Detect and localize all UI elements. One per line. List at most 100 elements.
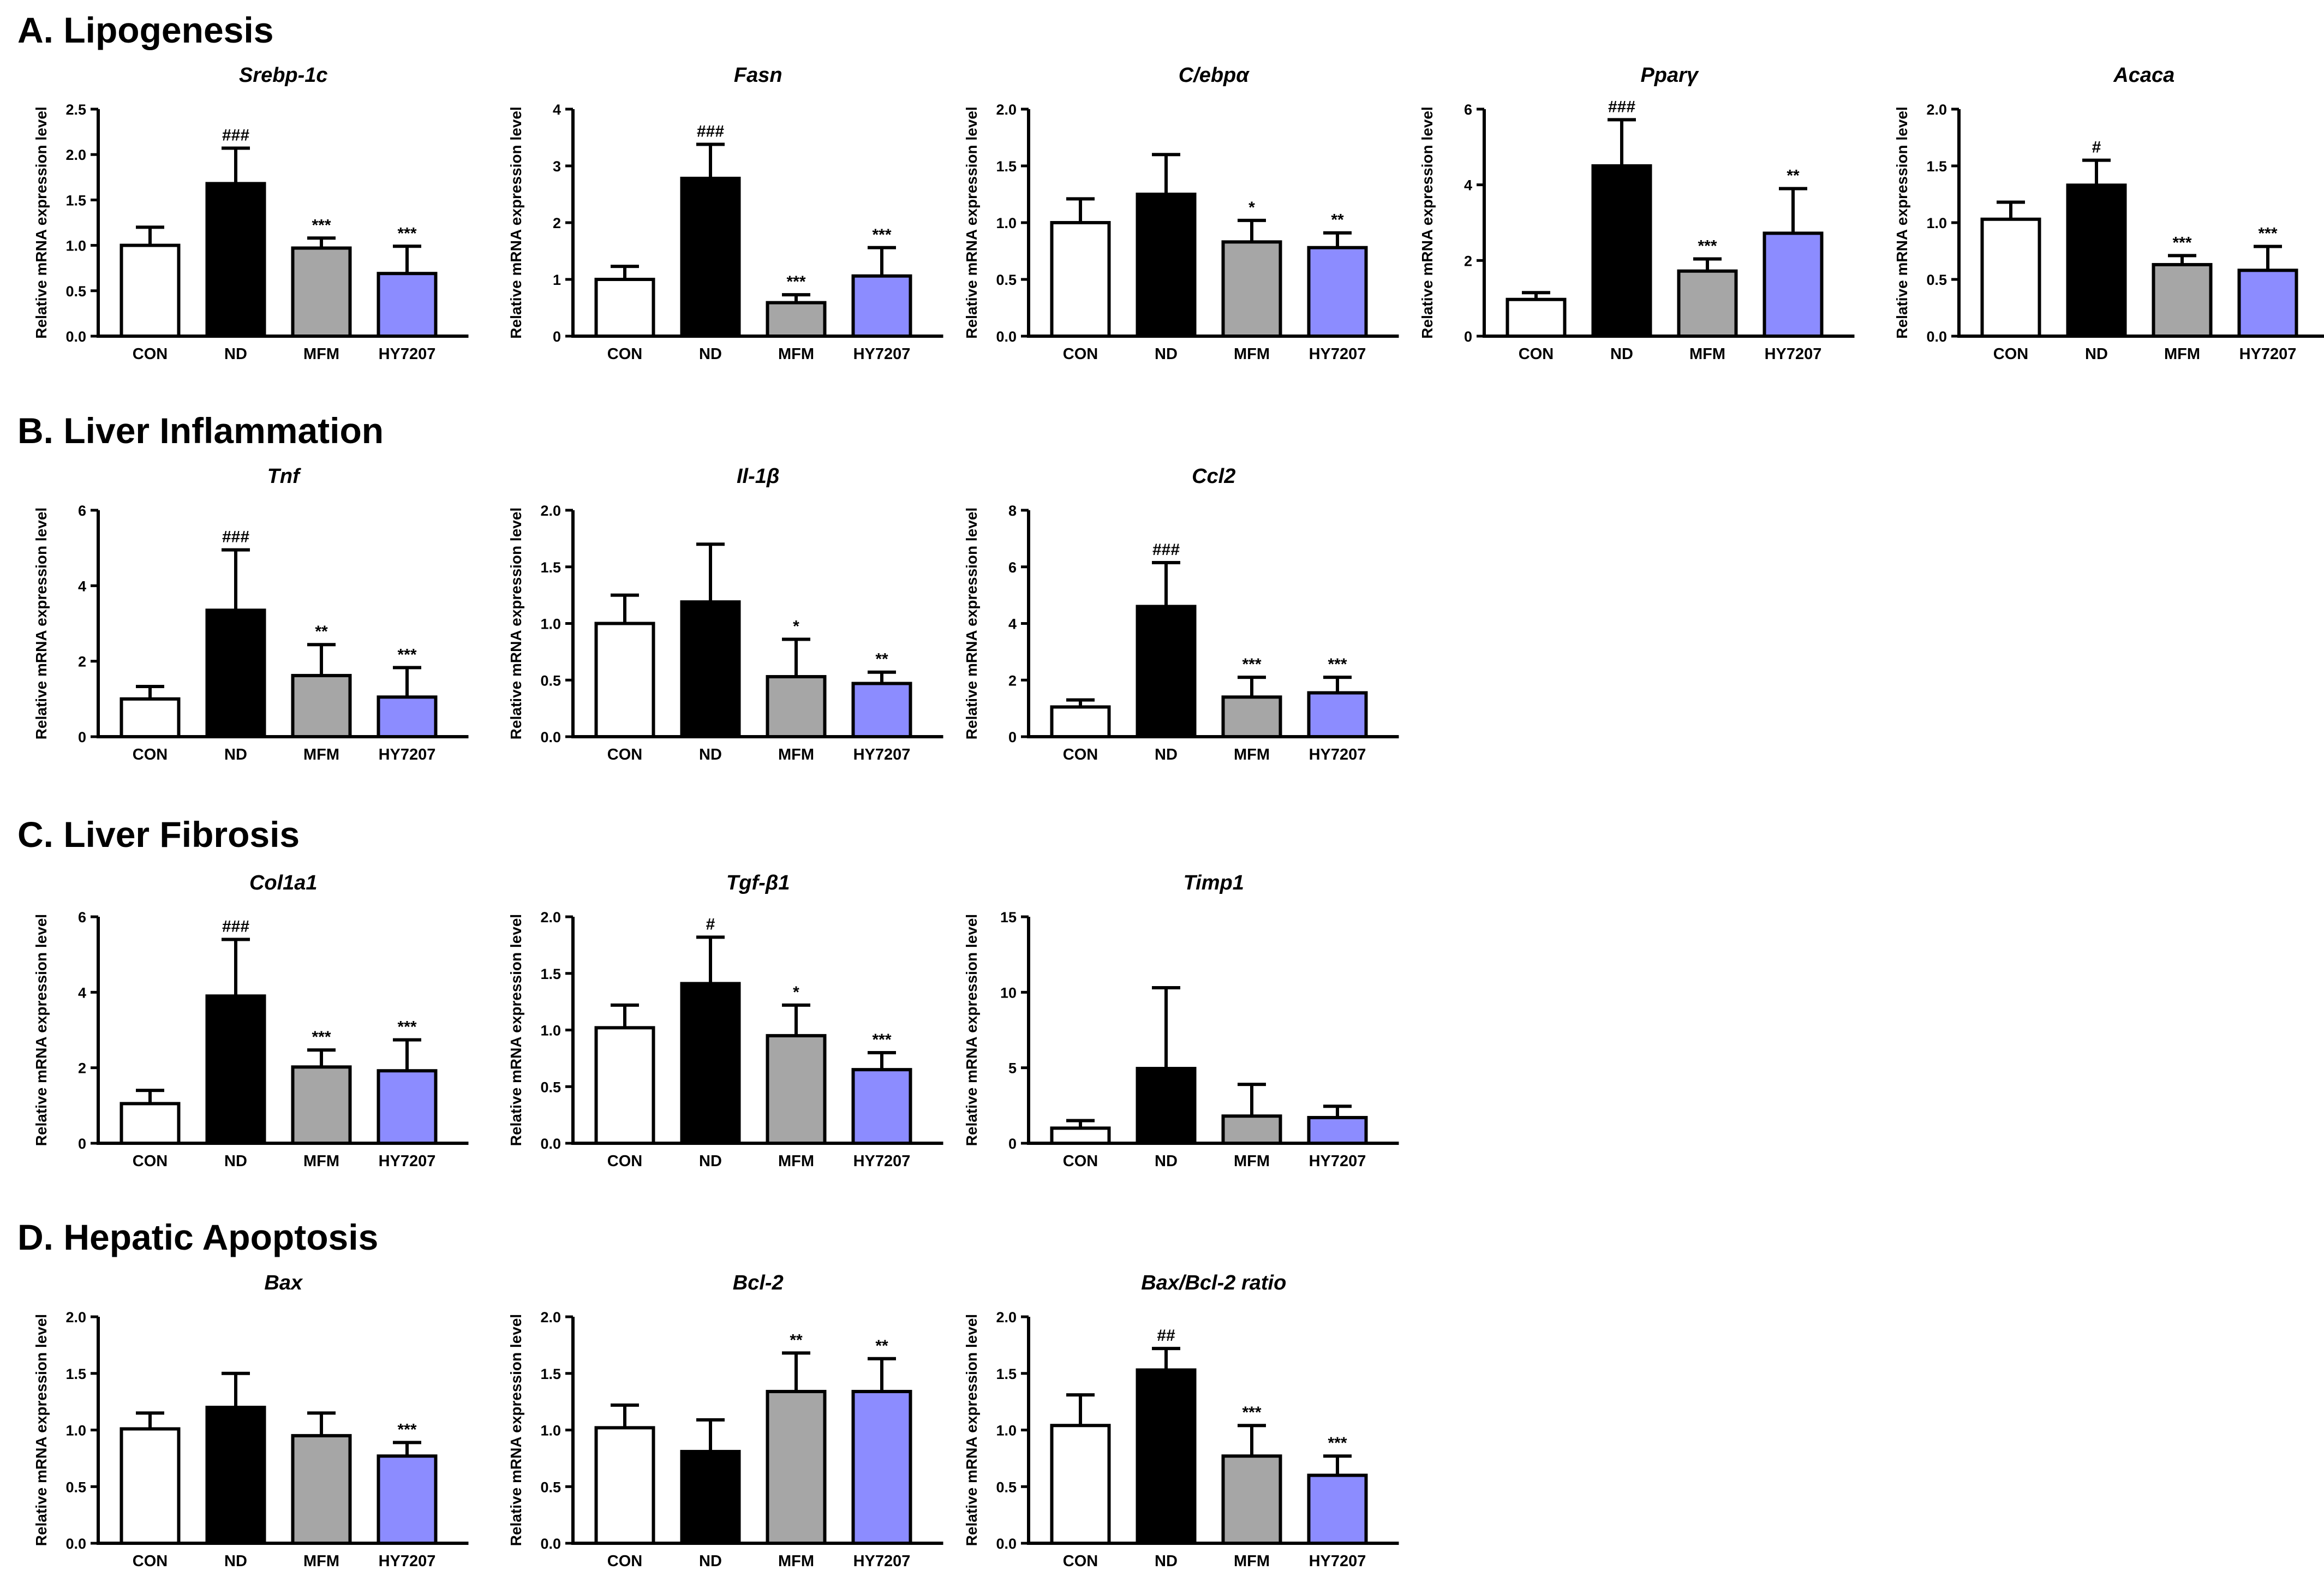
y-tick-label: 4: [553, 102, 561, 118]
charts: Srebp-1c Relative mRNA expression level CO…: [33, 64, 2324, 1570]
bar: [1307, 1473, 1368, 1545]
section-title: C. Liver Fibrosis: [17, 814, 300, 855]
y-axis-label: Relative mRNA expression level: [33, 914, 50, 1146]
y-tick-label: 2: [78, 654, 86, 670]
chart-title: Col1a1: [249, 871, 318, 894]
bar: [851, 1068, 912, 1145]
bar: [766, 1389, 827, 1545]
bar: [851, 274, 912, 338]
y-tick-label: 2: [1464, 253, 1472, 269]
bar: [766, 675, 827, 739]
y-tick-label: 6: [78, 503, 86, 519]
y-tick-label: 4: [1464, 177, 1472, 194]
significance-label: #: [706, 915, 715, 933]
chart-panel: Tgf-β1 Relative mRNA expression level CON #…: [507, 871, 943, 1170]
y-tick-label: 2: [78, 1060, 86, 1077]
bar: [1136, 605, 1197, 738]
significance-label: **: [875, 650, 888, 668]
significance-label: ***: [397, 224, 416, 242]
chart-panel: Fasn Relative mRNA expression level CON ###…: [507, 64, 943, 363]
significance-label: ***: [872, 226, 891, 244]
chart-panel: Tnf Relative mRNA expression level CON ### N…: [33, 465, 469, 763]
significance-label: ***: [1328, 1434, 1347, 1452]
y-tick-label: 6: [1008, 559, 1017, 576]
y-tick-label: 0.5: [65, 1479, 86, 1495]
section-title: D. Hepatic Apoptosis: [17, 1217, 378, 1257]
bar: [291, 1065, 352, 1145]
bar: [1677, 269, 1738, 338]
chart-title: Pparγ: [1640, 64, 1699, 87]
category-label: MFM: [778, 345, 814, 363]
bar: [594, 622, 655, 738]
bar: [1221, 1114, 1282, 1145]
y-tick-label: 2.5: [65, 102, 86, 118]
y-tick-label: 1.5: [996, 1366, 1017, 1382]
bar: [680, 1449, 741, 1545]
category-label: ND: [1155, 345, 1178, 363]
y-tick-label: 0.0: [996, 329, 1017, 345]
significance-label: ###: [697, 122, 724, 140]
y-tick-label: 0.5: [996, 1479, 1017, 1495]
y-axis-label: Relative mRNA expression level: [963, 106, 980, 338]
y-axis-label: Relative mRNA expression level: [33, 1314, 50, 1546]
chart-panel: Srebp-1c Relative mRNA expression level CO…: [33, 64, 469, 363]
y-tick-label: 0.0: [1926, 329, 1947, 345]
bar: [2237, 268, 2298, 338]
y-tick-label: 8: [1008, 503, 1017, 519]
y-axis-label: Relative mRNA expression level: [507, 914, 524, 1146]
y-tick-label: 4: [1008, 616, 1017, 632]
bar: [1136, 193, 1197, 338]
category-label: HY7207: [853, 345, 911, 363]
y-tick-label: 0: [78, 1136, 86, 1152]
y-axis-label: Relative mRNA expression level: [33, 508, 50, 739]
y-axis-label: Relative mRNA expression level: [1893, 106, 1910, 338]
section-titles: A. Lipogenesis B. Liver Inflammation C. Li…: [17, 10, 384, 1257]
significance-label: **: [1787, 167, 1800, 185]
y-tick-label: 1.5: [1926, 158, 1947, 175]
y-tick-label: 0.0: [996, 1536, 1017, 1552]
chart-title: Acaca: [2113, 64, 2174, 87]
chart-panel: Timp1 Relative mRNA expression level CON ND…: [963, 871, 1399, 1170]
chart-title: Tgf-β1: [726, 871, 790, 894]
category-label: HY7207: [853, 1553, 911, 1570]
y-tick-label: 1: [553, 272, 561, 288]
bar: [1763, 231, 1824, 338]
y-axis-label: Relative mRNA expression level: [507, 106, 524, 338]
category-label: MFM: [303, 345, 339, 363]
chart-title: Ccl2: [1192, 465, 1235, 488]
bar: [594, 1426, 655, 1545]
y-tick-label: 1.5: [540, 1366, 561, 1382]
y-tick-label: 0.0: [65, 329, 86, 345]
y-tick-label: 0.5: [540, 672, 561, 689]
category-label: HY7207: [1309, 1553, 1366, 1570]
significance-label: *: [793, 618, 799, 636]
category-label: CON: [607, 1553, 642, 1570]
bar: [1221, 695, 1282, 738]
category-label: MFM: [1234, 345, 1270, 363]
category-label: MFM: [303, 1553, 339, 1570]
significance-label: ***: [786, 273, 805, 291]
category-label: MFM: [778, 746, 814, 763]
y-tick-label: 0.0: [540, 1136, 561, 1152]
category-label: HY7207: [379, 746, 436, 763]
category-label: MFM: [778, 1553, 814, 1570]
bar: [291, 1434, 352, 1545]
significance-label: ***: [2172, 234, 2191, 252]
category-label: CON: [1519, 345, 1554, 363]
category-label: ND: [2085, 345, 2108, 363]
category-label: CON: [607, 746, 642, 763]
bar: [680, 600, 741, 738]
significance-label: ***: [397, 1018, 416, 1036]
category-label: HY7207: [1309, 1153, 1366, 1170]
chart-title: Bcl-2: [733, 1271, 784, 1294]
category-label: CON: [133, 746, 168, 763]
bar: [1050, 1126, 1111, 1145]
bar: [377, 1069, 438, 1145]
y-tick-label: 0: [1008, 1136, 1017, 1152]
y-tick-label: 0.5: [65, 283, 86, 300]
y-tick-label: 0.0: [65, 1536, 86, 1552]
category-label: ND: [699, 746, 722, 763]
chart-title: Il-1β: [737, 465, 780, 488]
bar: [120, 697, 181, 739]
